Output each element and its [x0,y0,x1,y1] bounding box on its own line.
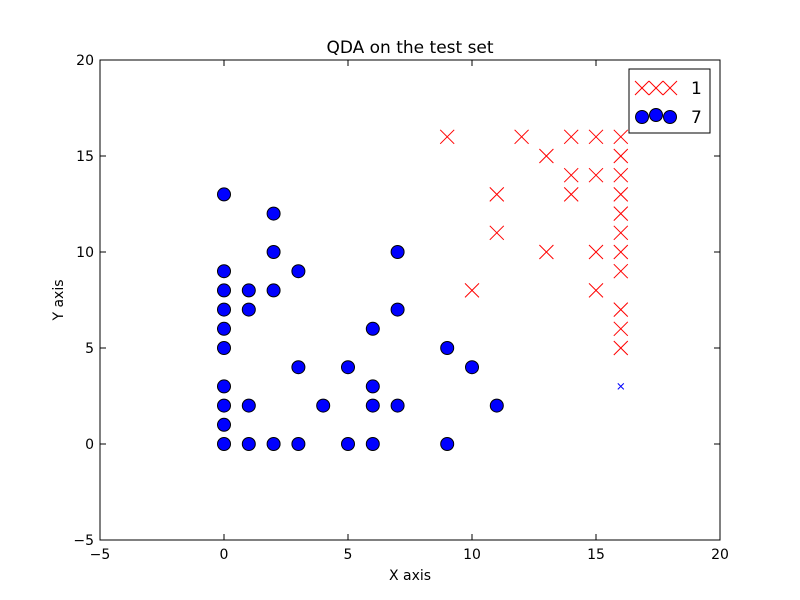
point-marker [365,398,380,413]
legend-marker [648,80,664,96]
y-tick-label: 20 [76,53,94,69]
point-marker [217,417,231,432]
point-marker [341,437,355,451]
point-marker [241,302,256,317]
point-marker [588,129,604,145]
point-marker [563,187,579,202]
point-marker [316,398,331,413]
legend-marker [649,108,663,122]
y-tick-label: 0 [85,437,94,453]
point-marker [563,129,579,145]
legend-marker [662,80,678,96]
point-marker [266,245,281,259]
point-marker [588,283,604,298]
point-marker [217,437,231,451]
point-marker [489,225,505,241]
y-tick-label: 5 [85,341,94,357]
legend-marker [635,110,649,124]
point-marker [217,283,231,298]
legend-label: 1 [691,79,702,99]
chart-title: QDA on the test set [326,38,493,58]
point-marker [341,360,355,375]
legend: 17 [628,68,711,134]
x-tick-label: 5 [344,547,353,563]
series-1 [439,129,629,356]
legend-marker [663,110,677,124]
misclassified-marker [617,383,625,390]
point-marker [440,437,455,451]
x-tick-label: 20 [711,547,729,563]
point-marker [291,264,306,279]
y-tick-label: 10 [76,245,94,261]
x-axis-label: X axis [389,568,431,584]
point-marker [613,263,629,279]
point-marker [613,244,629,260]
point-marker [266,437,281,451]
point-marker [613,340,629,356]
point-marker [217,264,231,279]
point-marker [390,302,405,317]
point-marker [241,283,256,298]
point-marker [613,321,629,337]
point-marker [539,148,554,164]
legend-marker [634,80,650,96]
point-marker [365,379,380,394]
point-marker [563,167,579,183]
point-marker [266,206,281,221]
point-marker [217,302,231,317]
axis-ticks: −5 0 5 10 15 20 −5 0 5 10 15 20 [73,53,729,563]
point-marker [217,398,231,413]
point-marker [291,360,306,375]
series-7 [217,187,504,451]
point-marker [588,167,604,183]
point-marker [489,398,504,413]
point-marker [588,244,604,260]
point-marker [217,379,231,394]
point-marker [613,225,629,241]
point-marker [217,321,231,336]
point-marker [217,341,231,355]
y-tick-label: 15 [76,149,94,165]
x-tick-label: 15 [587,547,605,563]
data-marks [217,129,629,451]
point-marker [613,129,629,145]
x-tick-label: 0 [220,547,229,563]
point-marker [613,187,629,202]
point-marker [464,283,480,298]
point-marker [241,398,256,413]
point-marker [514,129,529,145]
point-marker [390,398,405,413]
point-marker [613,167,629,183]
y-tick-label: −5 [73,533,94,549]
point-marker [439,129,455,145]
legend-entry: 1 [634,79,702,99]
legend-label: 7 [691,108,702,128]
point-marker [291,437,306,451]
point-marker [613,206,629,221]
point-marker [241,437,256,451]
point-marker [613,302,629,317]
point-marker [266,283,281,298]
y-axis-label: Y axis [51,279,67,321]
point-marker [440,341,455,355]
point-marker [489,187,505,202]
point-marker [539,244,554,260]
x-tick-label: −5 [90,547,111,563]
x-tick-label: 10 [463,547,481,563]
legend-entry: 7 [635,108,702,128]
point-marker [365,437,380,451]
point-marker [613,148,629,164]
point-marker [217,187,231,202]
point-marker [465,360,479,375]
plot-area [99,59,721,541]
point-marker [390,245,405,259]
point-marker [365,321,380,336]
